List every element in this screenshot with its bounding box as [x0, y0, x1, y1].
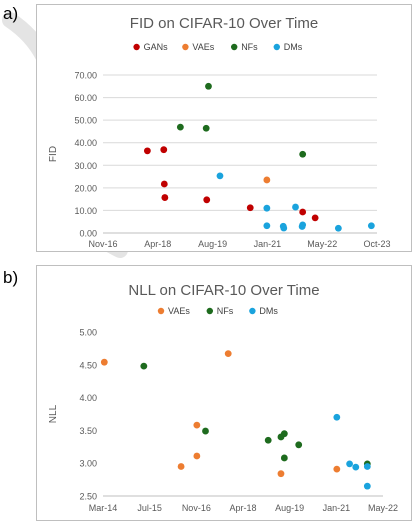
legend-marker	[231, 43, 238, 51]
nll-chart: NLL on CIFAR-10 Over Time VAEs NFs DMs 2.5…	[48, 282, 398, 514]
axes: 2.50 3.00 3.50 4.00 4.50 5.00 Mar-14 Jul-15 Nov-…	[79, 328, 398, 514]
data-point	[363, 482, 371, 490]
data-point	[193, 452, 201, 460]
axes: 0.00 10.00 20.00 30.00 40.00 50.00 60.00 70.00 N…	[74, 71, 390, 250]
y-tick-label: 4.50	[79, 360, 97, 370]
panel-label-b: b)	[3, 268, 19, 287]
legend-marker	[133, 43, 140, 51]
data-point	[299, 208, 307, 216]
legend-label: DMs	[284, 42, 303, 52]
data-point	[352, 463, 360, 471]
data-point	[216, 172, 224, 180]
data-point	[205, 82, 212, 90]
legend-label: VAEs	[192, 42, 214, 52]
y-tick-label: 40.00	[74, 138, 97, 148]
chart-a-frame: FID on CIFAR-10 Over Time GANs VAEs NFs DMs…	[36, 4, 412, 252]
legend-marker	[273, 43, 280, 51]
data-point	[202, 427, 209, 435]
x-tick-label: Nov-16	[182, 503, 211, 513]
data-point	[333, 465, 341, 473]
data-point	[299, 221, 307, 229]
y-tick-label: 5.00	[79, 328, 97, 338]
data-point	[333, 413, 341, 421]
data-point	[295, 441, 303, 449]
x-tick-label: Jul-15	[137, 503, 162, 513]
legend-marker	[249, 307, 256, 315]
x-tick-label: Aug-19	[275, 503, 304, 513]
data-point	[280, 224, 288, 232]
x-tick-label: Apr-18	[229, 503, 256, 513]
data-point	[263, 204, 271, 212]
x-tick-label: May-22	[368, 503, 398, 513]
x-tick-label: Aug-19	[198, 239, 227, 249]
y-tick-label: 4.00	[79, 393, 97, 403]
y-tick-label: 70.00	[74, 71, 97, 81]
data-point	[246, 204, 254, 212]
data-point	[263, 222, 271, 230]
y-tick-label: 0.00	[79, 229, 97, 239]
x-tick-label: Jan-21	[323, 503, 351, 513]
y-tick-label: 3.50	[79, 426, 97, 436]
data-point	[100, 358, 108, 366]
data-point	[263, 176, 271, 184]
x-tick-label: Mar-14	[89, 503, 118, 513]
x-tick-label: Oct-23	[363, 239, 390, 249]
data-point	[160, 180, 168, 188]
data-point	[334, 224, 342, 232]
legend-marker	[182, 43, 189, 51]
x-tick-label: Apr-18	[144, 239, 171, 249]
data-point	[367, 222, 375, 230]
x-tick-label: Jan-21	[254, 239, 282, 249]
legend-label: DMs	[259, 306, 278, 316]
y-tick-label: 3.00	[79, 459, 97, 469]
data-point	[176, 123, 184, 131]
data-point	[160, 146, 168, 154]
data-point	[299, 150, 307, 158]
data-point	[264, 436, 272, 444]
data-point	[280, 430, 288, 438]
data-point	[280, 454, 288, 462]
chart-b-frame: NLL on CIFAR-10 Over Time VAEs NFs DMs 2.5…	[36, 265, 412, 521]
chart-title: NLL on CIFAR-10 Over Time	[128, 282, 319, 299]
data-point	[140, 362, 148, 370]
y-tick-label: 20.00	[74, 183, 97, 193]
data-points	[143, 82, 375, 232]
legend-label: NFs	[241, 42, 258, 52]
legend-marker	[206, 307, 213, 315]
y-tick-label: 2.50	[79, 492, 97, 502]
y-tick-label: 10.00	[74, 206, 97, 216]
y-tick-label: 60.00	[74, 93, 97, 103]
chart-title: FID on CIFAR-10 Over Time	[130, 15, 318, 32]
data-point	[363, 463, 371, 470]
data-point	[203, 196, 211, 204]
data-points	[100, 350, 371, 490]
legend-label: GANs	[144, 42, 169, 52]
legend-marker	[157, 307, 165, 315]
legend-label: NFs	[217, 306, 234, 316]
data-point	[292, 203, 299, 211]
data-point	[193, 421, 201, 429]
legend-label: VAEs	[168, 306, 190, 316]
fid-chart: FID on CIFAR-10 Over Time GANs VAEs NFs DMs…	[48, 15, 391, 250]
data-point	[277, 470, 285, 478]
y-tick-label: 30.00	[74, 161, 97, 171]
data-point	[202, 124, 210, 132]
data-point	[177, 463, 185, 470]
x-tick-label: Nov-16	[88, 239, 117, 249]
data-point	[346, 460, 353, 468]
gridlines	[103, 74, 377, 234]
chart-legend: GANs VAEs NFs DMs	[133, 42, 303, 52]
chart-legend: VAEs NFs DMs	[157, 306, 278, 316]
panel-label-a: a)	[3, 4, 19, 23]
y-axis-label: NLL	[48, 404, 59, 423]
x-tick-label: May-22	[307, 239, 337, 249]
data-point	[311, 214, 319, 222]
data-point	[143, 147, 151, 155]
data-point	[161, 194, 169, 201]
data-point	[224, 350, 232, 358]
y-axis-label: FID	[48, 146, 59, 162]
y-tick-label: 50.00	[74, 116, 97, 126]
